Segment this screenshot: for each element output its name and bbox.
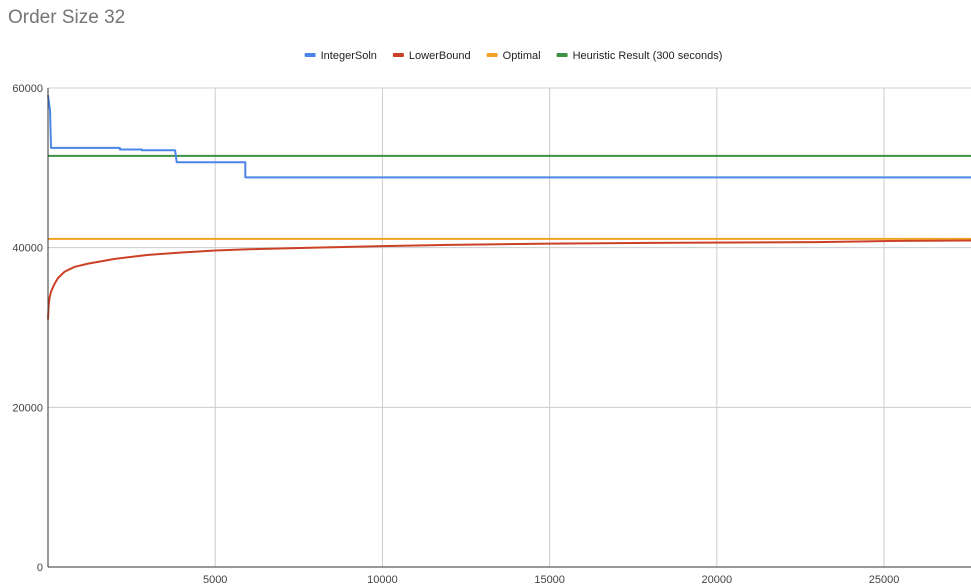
x-tick-label: 15000	[534, 574, 565, 586]
legend-label: Heuristic Result (300 seconds)	[573, 50, 723, 62]
legend-item-optimal: Optimal	[486, 50, 541, 62]
x-tick-label: 10000	[367, 574, 398, 586]
legend-swatch	[556, 53, 568, 57]
legend-swatch	[304, 53, 316, 57]
gridlines	[48, 87, 971, 567]
tick-labels: 0 20000 40000 60000 5000 10000 15000 20000 25000	[12, 83, 899, 586]
x-tick-label: 5000	[203, 574, 227, 586]
chart-title: Order Size 32	[8, 7, 125, 28]
legend: IntegerSoln LowerBound Optimal Heuristic Re…	[304, 50, 723, 62]
legend-label: LowerBound	[409, 50, 471, 62]
legend-label: IntegerSoln	[321, 50, 377, 62]
y-tick-label: 40000	[12, 243, 43, 255]
legend-item-heuristic-result-300-seconds: Heuristic Result (300 seconds)	[556, 50, 723, 62]
legend-item-integersoln: IntegerSoln	[304, 50, 377, 62]
legend-label: Optimal	[503, 50, 541, 62]
legend-swatch	[392, 53, 404, 57]
x-tick-label: 25000	[869, 574, 900, 586]
legend-item-lowerbound: LowerBound	[392, 50, 471, 62]
legend-swatch	[486, 53, 498, 57]
axes	[47, 88, 971, 568]
series-line-integersoln	[47, 95, 971, 179]
y-tick-label: 60000	[12, 83, 43, 95]
series-lines	[47, 95, 971, 320]
x-tick-label: 20000	[702, 574, 733, 586]
y-tick-label: 0	[37, 562, 43, 574]
series-line-lowerbound	[47, 239, 971, 320]
y-tick-label: 20000	[12, 402, 43, 414]
